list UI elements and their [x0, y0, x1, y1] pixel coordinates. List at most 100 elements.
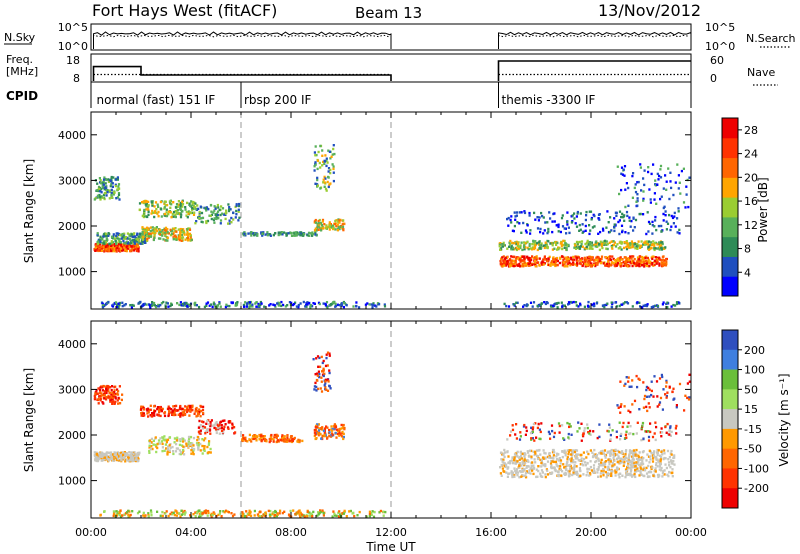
data-cell: [663, 456, 666, 460]
data-cell: [557, 225, 560, 229]
data-cell: [655, 259, 658, 262]
data-cell: [339, 427, 342, 430]
data-cell: [185, 233, 188, 236]
data-cell: [557, 230, 560, 233]
data-cell: [257, 302, 260, 306]
data-cell: [150, 445, 153, 448]
data-cell: [604, 470, 607, 474]
data-cell: [640, 255, 643, 259]
data-cell: [653, 225, 656, 228]
data-cell: [657, 224, 660, 228]
data-cell: [315, 372, 319, 375]
data-cell: [551, 460, 554, 463]
data-cell: [263, 435, 266, 438]
data-cell: [567, 303, 570, 306]
data-cell: [513, 303, 516, 306]
data-cell: [609, 255, 612, 258]
data-cell: [106, 191, 109, 194]
data-cell: [558, 459, 561, 462]
data-cell: [580, 262, 583, 266]
data-cell: [664, 246, 667, 249]
data-cell: [197, 207, 200, 211]
data-cell: [316, 432, 319, 435]
data-cell: [145, 208, 148, 211]
data-cell: [325, 227, 328, 230]
data-cell: [514, 264, 517, 268]
data-cell: [553, 451, 556, 454]
data-cell: [676, 231, 679, 234]
data-cell: [511, 248, 514, 251]
data-cell: [124, 236, 128, 239]
data-cell: [539, 453, 542, 456]
data-cell: [98, 455, 101, 458]
data-cell: [135, 237, 138, 241]
data-cell: [570, 301, 573, 304]
data-cell: [144, 229, 147, 233]
data-cell: [313, 165, 316, 168]
data-cell: [111, 396, 115, 399]
data-cell: [181, 452, 184, 455]
data-cell: [119, 402, 122, 405]
data-cell: [319, 226, 323, 230]
data-cell: [342, 432, 345, 436]
data-cell: [529, 261, 532, 264]
data-cell: [110, 455, 113, 459]
data-cell: [658, 462, 661, 465]
data-cell: [583, 305, 586, 308]
data-cell: [323, 185, 326, 188]
data-cell: [317, 423, 320, 426]
data-cell: [120, 398, 123, 402]
data-cell: [556, 306, 559, 309]
data-cell: [548, 455, 551, 458]
data-cell: [572, 259, 575, 262]
data-cell: [506, 260, 509, 263]
data-cell: [358, 306, 361, 309]
data-cell: [634, 247, 637, 250]
data-cell: [593, 453, 596, 456]
data-cell: [289, 436, 293, 439]
data-cell: [520, 464, 523, 467]
data-cell: [573, 212, 576, 215]
data-cell: [560, 301, 563, 304]
data-cell: [102, 183, 105, 186]
data-cell: [158, 233, 161, 236]
data-cell: [648, 188, 651, 191]
data-cell: [187, 445, 190, 448]
data-cell: [242, 438, 245, 441]
data-cell: [521, 259, 524, 262]
data-cell: [170, 408, 173, 411]
data-cell: [592, 263, 595, 267]
data-cell: [318, 226, 321, 229]
data-cell: [230, 301, 233, 304]
data-cell: [206, 451, 209, 454]
data-cell: [627, 265, 630, 268]
data-cell: [219, 219, 223, 222]
data-cell: [327, 170, 330, 173]
data-cell: [653, 241, 656, 245]
data-cell: [260, 302, 263, 305]
data-cell: [518, 458, 521, 461]
data-cell: [143, 232, 146, 235]
data-cell: [661, 453, 664, 456]
data-cell: [123, 245, 126, 248]
data-cell: [253, 514, 256, 517]
data-cell: [241, 232, 245, 235]
data-cell: [617, 247, 620, 250]
data-cell: [111, 182, 114, 185]
data-cell: [234, 431, 237, 434]
data-cell: [164, 443, 167, 446]
data-cell: [510, 255, 513, 258]
data-cell: [533, 241, 536, 244]
data-cell: [133, 459, 136, 462]
data-cell: [655, 456, 658, 459]
data-cell: [138, 510, 141, 513]
data-cell: [100, 455, 103, 459]
data-cell: [286, 304, 289, 307]
data-cell: [523, 452, 526, 455]
data-cell: [574, 263, 577, 266]
data-cell: [147, 415, 150, 418]
data-cell: [526, 246, 529, 250]
data-cell: [645, 232, 648, 236]
data-cell: [282, 440, 285, 443]
data-cell: [156, 446, 159, 450]
